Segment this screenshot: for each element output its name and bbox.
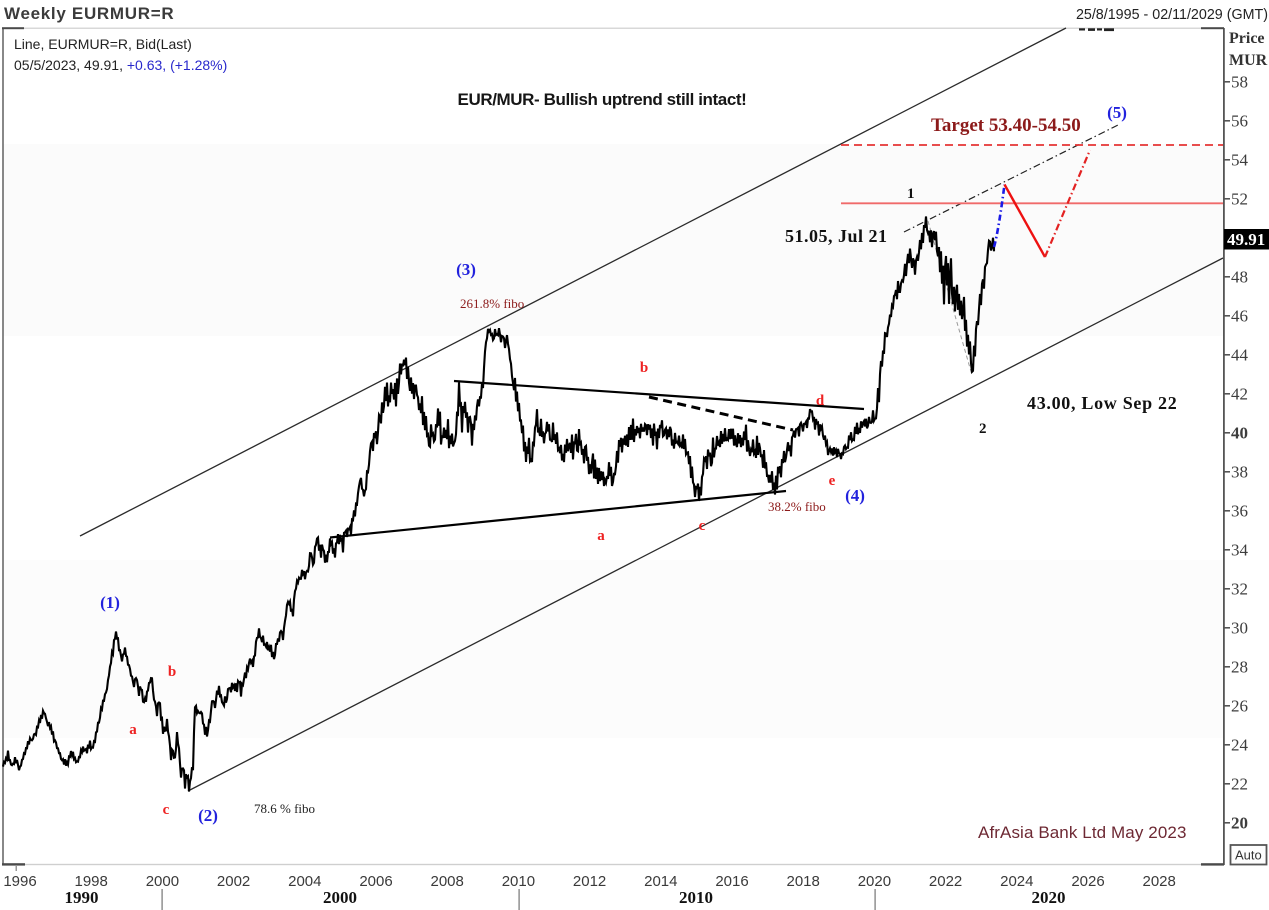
svg-text:a: a bbox=[597, 528, 605, 544]
svg-text:52: 52 bbox=[1231, 189, 1248, 208]
svg-text:(5): (5) bbox=[1107, 103, 1127, 122]
svg-text:30: 30 bbox=[1231, 618, 1248, 637]
svg-text:2004: 2004 bbox=[288, 873, 321, 890]
svg-text:1: 1 bbox=[907, 186, 915, 202]
svg-text:24: 24 bbox=[1231, 735, 1249, 754]
svg-text:AfrAsia Bank Ltd May 2023: AfrAsia Bank Ltd May 2023 bbox=[978, 823, 1187, 842]
svg-text:51.05, Jul 21: 51.05, Jul 21 bbox=[785, 226, 888, 246]
svg-text:38: 38 bbox=[1231, 462, 1248, 481]
svg-text:2008: 2008 bbox=[431, 873, 464, 890]
svg-text:Weekly EURMUR=R: Weekly EURMUR=R bbox=[4, 4, 174, 23]
svg-text:1996: 1996 bbox=[3, 873, 36, 890]
svg-text:28: 28 bbox=[1231, 657, 1248, 676]
svg-text:42: 42 bbox=[1231, 384, 1248, 403]
svg-text:a: a bbox=[129, 722, 137, 738]
svg-text:2018: 2018 bbox=[787, 873, 820, 890]
svg-text:c: c bbox=[699, 518, 706, 534]
svg-text:EUR/MUR- Bullish uptrend still: EUR/MUR- Bullish uptrend still intact! bbox=[458, 90, 747, 109]
svg-text:(2): (2) bbox=[198, 806, 218, 825]
svg-text:49.91: 49.91 bbox=[1227, 230, 1265, 249]
svg-text:b: b bbox=[168, 664, 176, 680]
svg-text:2016: 2016 bbox=[715, 873, 748, 890]
svg-text:2002: 2002 bbox=[217, 873, 250, 890]
svg-text:b: b bbox=[640, 360, 648, 376]
svg-text:1998: 1998 bbox=[75, 873, 108, 890]
svg-text:40: 40 bbox=[1231, 423, 1248, 442]
svg-text:20: 20 bbox=[1231, 813, 1248, 832]
svg-text:38.2% fibo: 38.2% fibo bbox=[768, 499, 826, 514]
svg-text:2022: 2022 bbox=[929, 873, 962, 890]
svg-text:36: 36 bbox=[1231, 501, 1248, 520]
svg-text:54: 54 bbox=[1231, 150, 1249, 169]
svg-text:Target 53.40-54.50: Target 53.40-54.50 bbox=[931, 115, 1081, 136]
svg-text:43.00, Low Sep 22: 43.00, Low Sep 22 bbox=[1027, 393, 1177, 413]
svg-text:(1): (1) bbox=[100, 593, 120, 612]
svg-text:56: 56 bbox=[1231, 111, 1248, 130]
svg-text:Auto: Auto bbox=[1235, 848, 1262, 863]
svg-text:2020: 2020 bbox=[1032, 888, 1066, 907]
svg-text:25/8/1995 - 02/11/2029 (GMT): 25/8/1995 - 02/11/2029 (GMT) bbox=[1076, 7, 1268, 23]
svg-text:78.6 % fibo: 78.6 % fibo bbox=[254, 801, 315, 816]
svg-text:46: 46 bbox=[1231, 306, 1248, 325]
svg-text:2026: 2026 bbox=[1071, 873, 1104, 890]
svg-text:2012: 2012 bbox=[573, 873, 606, 890]
svg-text:2028: 2028 bbox=[1143, 873, 1176, 890]
svg-text:58: 58 bbox=[1231, 72, 1248, 91]
svg-text:34: 34 bbox=[1231, 540, 1249, 559]
svg-text:2010: 2010 bbox=[679, 888, 713, 907]
svg-text:48: 48 bbox=[1231, 267, 1248, 286]
svg-text:2000: 2000 bbox=[146, 873, 179, 890]
svg-text:2006: 2006 bbox=[359, 873, 392, 890]
svg-text:2020: 2020 bbox=[858, 873, 891, 890]
svg-text:2014: 2014 bbox=[644, 873, 677, 890]
svg-text:e: e bbox=[829, 473, 836, 489]
svg-text:Price: Price bbox=[1229, 30, 1265, 47]
svg-text:2000: 2000 bbox=[323, 888, 357, 907]
svg-text:(4): (4) bbox=[845, 486, 865, 505]
svg-text:2: 2 bbox=[979, 421, 987, 437]
svg-text:Line, EURMUR=R, Bid(Last): Line, EURMUR=R, Bid(Last) bbox=[14, 36, 192, 52]
svg-text:44: 44 bbox=[1231, 345, 1249, 364]
svg-text:05/5/2023, 49.91, +0.63, (+1.2: 05/5/2023, 49.91, +0.63, (+1.28%) bbox=[14, 57, 227, 73]
svg-text:22: 22 bbox=[1231, 774, 1248, 793]
svg-text:MUR: MUR bbox=[1229, 52, 1268, 69]
svg-text:32: 32 bbox=[1231, 579, 1248, 598]
svg-text:d: d bbox=[816, 393, 825, 409]
svg-text:c: c bbox=[163, 802, 170, 818]
svg-text:2010: 2010 bbox=[502, 873, 535, 890]
svg-text:261.8% fibo: 261.8% fibo bbox=[460, 296, 524, 311]
svg-text:1990: 1990 bbox=[65, 888, 99, 907]
svg-text:2024: 2024 bbox=[1000, 873, 1033, 890]
svg-text:26: 26 bbox=[1231, 696, 1248, 715]
svg-text:(3): (3) bbox=[456, 260, 476, 279]
